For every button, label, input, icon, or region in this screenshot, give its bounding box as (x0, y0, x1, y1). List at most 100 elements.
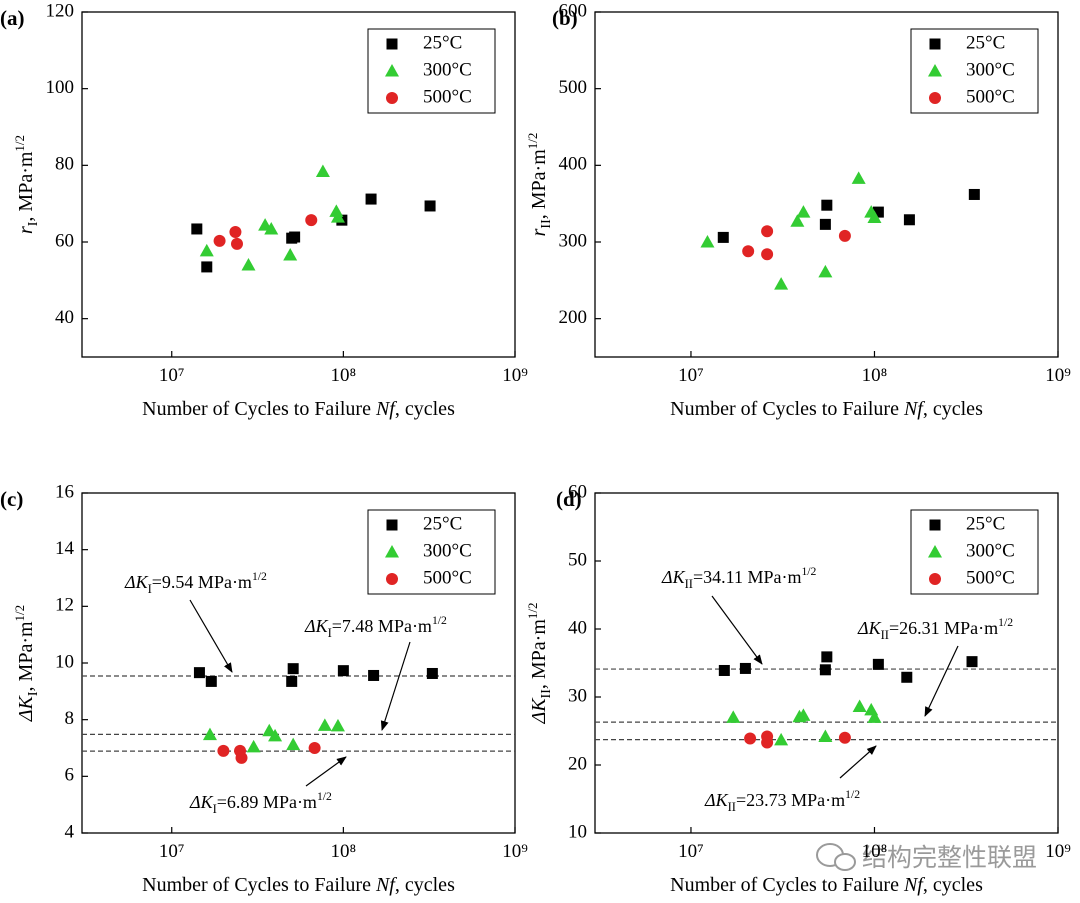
variable: Nf (375, 874, 397, 896)
x-tick-label: 10⁸ (331, 365, 357, 386)
marker-triangle (199, 243, 214, 257)
marker-circle (838, 731, 851, 744)
marker-square (929, 38, 941, 50)
subscript: II (539, 219, 554, 229)
text: =7.48 MPa·m (332, 616, 432, 636)
subscript: II (881, 628, 889, 642)
x-tick-label: 10⁹ (502, 365, 528, 386)
superscript: 1/2 (252, 570, 267, 583)
y-tick-label: 50 (568, 549, 587, 570)
superscript: 1/2 (525, 602, 540, 619)
variable: Nf (903, 874, 925, 896)
variable: Nf (903, 398, 925, 420)
marker-square (819, 218, 831, 230)
marker-triangle (241, 258, 256, 271)
legend-label: 300°C (966, 540, 1015, 561)
marker-circle (744, 732, 757, 745)
y-tick-label: 12 (55, 595, 74, 616)
unit: , MPa·m (15, 151, 37, 221)
x-axis-label: Number of Cycles to Failure Nf, cycles (142, 398, 455, 420)
y-tick-label: 60 (568, 481, 587, 502)
marker-square (872, 658, 884, 670)
subscript: II (728, 800, 736, 814)
legend-label: 300°C (423, 540, 472, 561)
marker-triangle (268, 728, 283, 742)
legend-label: 500°C (423, 86, 472, 107)
y-tick-label: 4 (65, 821, 75, 842)
marker-square (286, 675, 298, 687)
plot-frame (81, 11, 516, 358)
marker-square (929, 519, 941, 531)
x-tick-label: 10⁷ (678, 841, 704, 862)
x-axis-label: Number of Cycles to Failure Nf, cycles (142, 874, 455, 896)
x-tick-label: 10⁹ (1045, 365, 1071, 386)
y-tick-label: 10 (568, 821, 587, 842)
legend-label: 500°C (966, 567, 1015, 588)
text: Number of Cycles to Failure (142, 874, 376, 896)
marker-circle (386, 573, 398, 585)
y-tick-label: 14 (55, 538, 75, 559)
watermark-icon (816, 843, 856, 871)
marker-circle (761, 736, 774, 749)
unit: , MPa·m (15, 621, 37, 691)
superscript: 1/2 (12, 605, 27, 622)
marker-square (739, 662, 751, 674)
marker-triangle (385, 545, 399, 558)
marker-circle (230, 237, 243, 250)
marker-circle (742, 245, 755, 258)
legend-label: 25°C (966, 513, 1005, 534)
superscript: 1/2 (432, 614, 447, 627)
marker-circle (229, 226, 242, 239)
panel-label: (c) (0, 487, 23, 511)
unit: , cycles (923, 874, 983, 896)
unit: , cycles (923, 398, 983, 420)
text: =26.31 MPa·m (889, 618, 998, 638)
marker-triangle (315, 164, 330, 177)
annotation-arrow (711, 595, 763, 665)
marker-circle (761, 248, 774, 261)
marker-triangle (790, 214, 805, 227)
x-tick-label: 10⁷ (678, 365, 704, 386)
marker-circle (217, 744, 230, 757)
x-tick-label: 10⁸ (862, 841, 888, 862)
marker-triangle (818, 729, 833, 742)
marker-triangle (283, 248, 298, 261)
marker-circle (929, 92, 941, 104)
superscript: 1/2 (845, 788, 860, 801)
y-tick-label: 30 (568, 685, 587, 706)
marker-triangle (286, 737, 301, 751)
annotation: ΔKII=34.11 MPa·m1/2 (661, 565, 817, 591)
symbol: ΔK (857, 618, 882, 638)
marker-square (718, 664, 730, 676)
text: =23.73 MPa·m (736, 790, 845, 810)
text: Number of Cycles to Failure (142, 398, 376, 420)
marker-square (968, 188, 980, 200)
panel-label: (b) (552, 6, 578, 30)
y-axis-label: rII, MPa·m1/2 (525, 133, 554, 237)
y-tick-label: 6 (65, 765, 75, 786)
x-tick-label: 10⁸ (331, 841, 357, 862)
marker-triangle (774, 277, 789, 290)
y-tick-label: 10 (55, 651, 74, 672)
marker-square (821, 199, 833, 211)
subscript: II (539, 689, 554, 699)
marker-triangle (851, 171, 866, 184)
marker-triangle (700, 235, 715, 248)
marker-triangle (796, 708, 811, 721)
annotation: ΔKI=6.89 MPa·m1/2 (189, 790, 332, 816)
legend-label: 25°C (423, 513, 462, 534)
y-tick-label: 40 (55, 307, 74, 328)
marker-square (205, 675, 217, 687)
annotation-arrow (924, 645, 959, 717)
marker-triangle (867, 710, 882, 723)
legend-label: 25°C (966, 32, 1005, 53)
marker-square (903, 214, 915, 226)
marker-circle (929, 573, 941, 585)
annotation-arrow (189, 599, 233, 673)
y-tick-label: 8 (65, 708, 75, 729)
marker-triangle (726, 710, 741, 723)
plot-frame (594, 11, 1059, 358)
legend-label: 300°C (966, 59, 1015, 80)
unit: , cycles (395, 874, 455, 896)
marker-circle (305, 214, 318, 227)
